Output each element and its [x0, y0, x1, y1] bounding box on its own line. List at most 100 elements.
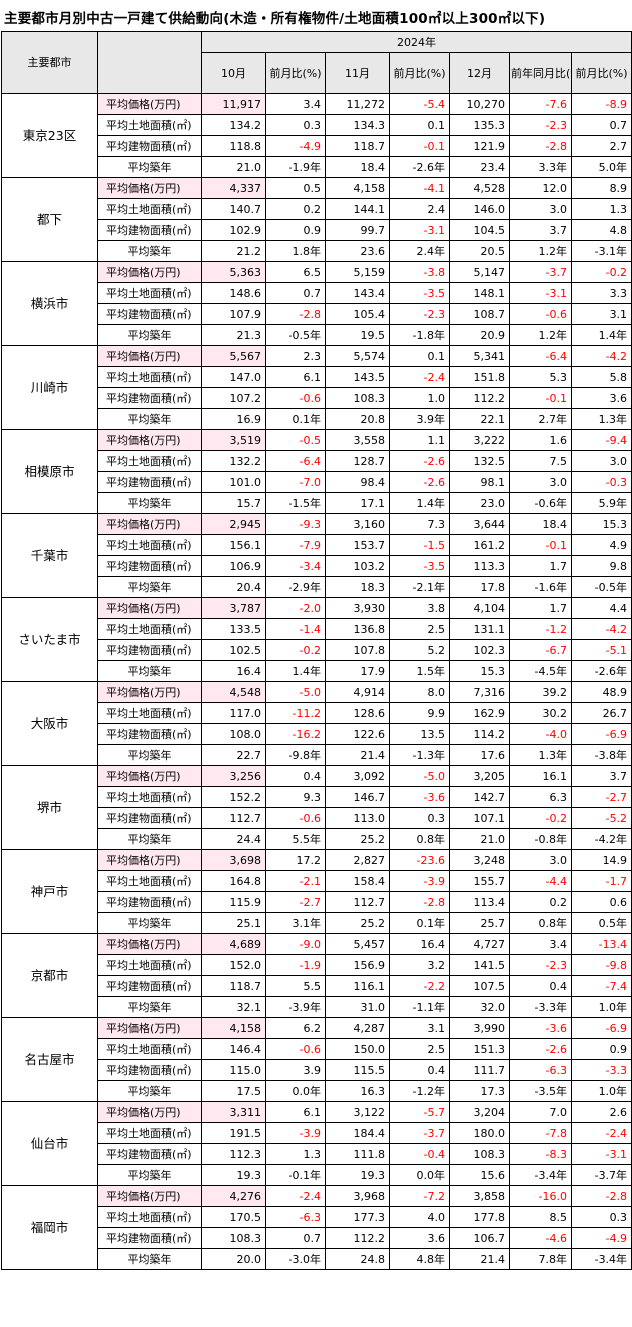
- header-nov-mom: 前月比(%): [389, 52, 450, 94]
- data-cell: 0.4: [389, 1059, 450, 1081]
- data-cell: -3.5: [389, 282, 450, 304]
- data-cell: 7.3: [389, 513, 450, 535]
- data-cell: 4,276: [201, 1185, 266, 1207]
- table-row: 平均建物面積(㎡) 112.7 -0.6 113.0 0.3 107.1 -0.2 -5.2: [2, 807, 632, 829]
- data-cell: 2.5: [389, 618, 450, 640]
- data-cell: -5.7: [389, 1101, 450, 1123]
- city-name: 横浜市: [1, 261, 98, 346]
- data-cell: 25.2: [325, 828, 390, 850]
- data-cell: 1.1: [389, 429, 450, 451]
- data-cell: 106.7: [449, 1227, 510, 1249]
- table-row: 平均建物面積(㎡) 115.0 3.9 115.5 0.4 111.7 -6.3 -3.3: [2, 1059, 632, 1081]
- data-cell: 117.0: [201, 702, 266, 724]
- data-cell: 6.1: [265, 366, 326, 388]
- table-row: 都下 平均価格(万円) 4,337 0.5 4,158 -4.1 4,528 12.0 8.9: [1, 177, 632, 262]
- data-cell: 141.5: [449, 954, 510, 976]
- metric-label-building-age: 平均築年: [97, 156, 202, 178]
- data-cell: 2.4: [389, 198, 450, 220]
- table-row: 平均築年 25.1 3.1年 25.2 0.1年 25.7 0.8年 0.5年: [2, 912, 632, 934]
- table-row: 相模原市 平均価格(万円) 3,519 -0.5 3,558 1.1 3,222 1.6 -9.…: [1, 429, 632, 514]
- data-cell: 20.9: [449, 324, 510, 346]
- data-cell: 5,363: [201, 261, 266, 283]
- data-cell: 0.1: [389, 114, 450, 136]
- data-cell: -2.1年: [389, 576, 450, 598]
- table-row: 平均築年 20.0 -3.0年 24.8 4.8年 21.4 7.8年 -3.4年: [2, 1248, 632, 1270]
- city-name: 神戸市: [1, 849, 98, 934]
- city-name: 堺市: [1, 765, 98, 850]
- data-cell: 3,990: [449, 1017, 510, 1039]
- table-row: 平均建物面積(㎡) 118.8 -4.9 118.7 -0.1 121.9 -2.8 2.7: [2, 135, 632, 157]
- data-cell: 23.0: [449, 492, 510, 514]
- data-cell: 106.9: [201, 555, 266, 577]
- data-cell: -6.9: [570, 723, 632, 745]
- data-cell: 4.8年: [389, 1248, 450, 1270]
- data-cell: 4.0: [389, 1206, 450, 1228]
- data-cell: 3,205: [449, 765, 510, 787]
- city-name: 大阪市: [1, 681, 98, 766]
- data-cell: 152.2: [201, 786, 266, 808]
- data-cell: 3.1: [389, 1017, 450, 1039]
- data-cell: 21.4: [325, 744, 390, 766]
- data-cell: -2.8: [265, 303, 326, 325]
- data-cell: 115.9: [201, 891, 266, 913]
- page-title: 主要都市月別中古一戸建て供給動向(木造・所有権物件/土地面積100㎡以上300㎡…: [4, 11, 546, 27]
- table-row: 東京23区 平均価格(万円) 11,917 3.4 11,272 -5.4 10,270 -7…: [1, 93, 632, 178]
- data-cell: 4,689: [201, 933, 266, 955]
- table-row: 平均土地面積(㎡) 152.2 9.3 146.7 -3.6 142.7 6.3 -2.7: [2, 786, 632, 808]
- data-cell: -1.7: [570, 870, 632, 892]
- header-oct-mom: 前月比(%): [265, 52, 326, 94]
- metric-label-building-area: 平均建物面積(㎡): [97, 1227, 202, 1249]
- data-cell: 17.9: [325, 660, 390, 682]
- data-cell: 113.4: [449, 891, 510, 913]
- data-cell: -9.4: [570, 429, 632, 451]
- data-cell: -7.9: [265, 534, 326, 556]
- data-cell: 2,945: [201, 513, 266, 535]
- data-cell: 4,528: [449, 177, 510, 199]
- data-cell: 2.3: [265, 345, 326, 367]
- data-cell: 0.8年: [509, 912, 572, 934]
- data-cell: 6.5: [265, 261, 326, 283]
- data-cell: 16.4: [201, 660, 266, 682]
- data-cell: -3.4: [265, 555, 326, 577]
- city-name: 福岡市: [1, 1185, 98, 1270]
- data-cell: 136.8: [325, 618, 390, 640]
- data-cell: -0.6: [265, 807, 326, 829]
- data-cell: 1.4年: [389, 492, 450, 514]
- metric-label-land-area: 平均土地面積(㎡): [97, 618, 202, 640]
- data-cell: -0.8年: [509, 828, 572, 850]
- data-cell: -8.9: [570, 93, 632, 115]
- data-cell: 23.4: [449, 156, 510, 178]
- data-cell: 133.5: [201, 618, 266, 640]
- data-cell: -6.4: [509, 345, 572, 367]
- data-cell: 15.3: [570, 513, 632, 535]
- data-cell: -1.1年: [389, 996, 450, 1018]
- data-cell: 108.3: [201, 1227, 266, 1249]
- data-cell: 151.3: [449, 1038, 510, 1060]
- header-city: 主要都市: [1, 31, 98, 94]
- metric-label-building-area: 平均建物面積(㎡): [97, 471, 202, 493]
- data-cell: 10,270: [449, 93, 510, 115]
- data-cell: 3.0: [509, 849, 572, 871]
- data-cell: -3.8年: [570, 744, 632, 766]
- data-cell: -6.3: [509, 1059, 572, 1081]
- data-cell: 1.4年: [265, 660, 326, 682]
- data-cell: -5.0: [389, 765, 450, 787]
- data-cell: -3.7: [389, 1122, 450, 1144]
- data-cell: -2.0: [265, 597, 326, 619]
- data-cell: -2.8: [570, 1185, 632, 1207]
- data-cell: 1.0年: [570, 1080, 632, 1102]
- data-cell: 3,858: [449, 1185, 510, 1207]
- data-cell: 15.3: [449, 660, 510, 682]
- data-cell: -3.0年: [265, 1248, 326, 1270]
- data-cell: 23.6: [325, 240, 390, 262]
- data-cell: 8.0: [389, 681, 450, 703]
- data-cell: 1.2年: [509, 240, 572, 262]
- data-cell: 111.8: [325, 1143, 390, 1165]
- data-cell: 113.3: [449, 555, 510, 577]
- data-cell: 155.7: [449, 870, 510, 892]
- data-cell: 111.7: [449, 1059, 510, 1081]
- data-cell: 147.0: [201, 366, 266, 388]
- metric-label-price: 平均価格(万円): [97, 1101, 202, 1123]
- data-cell: 118.8: [201, 135, 266, 157]
- data-cell: 4,548: [201, 681, 266, 703]
